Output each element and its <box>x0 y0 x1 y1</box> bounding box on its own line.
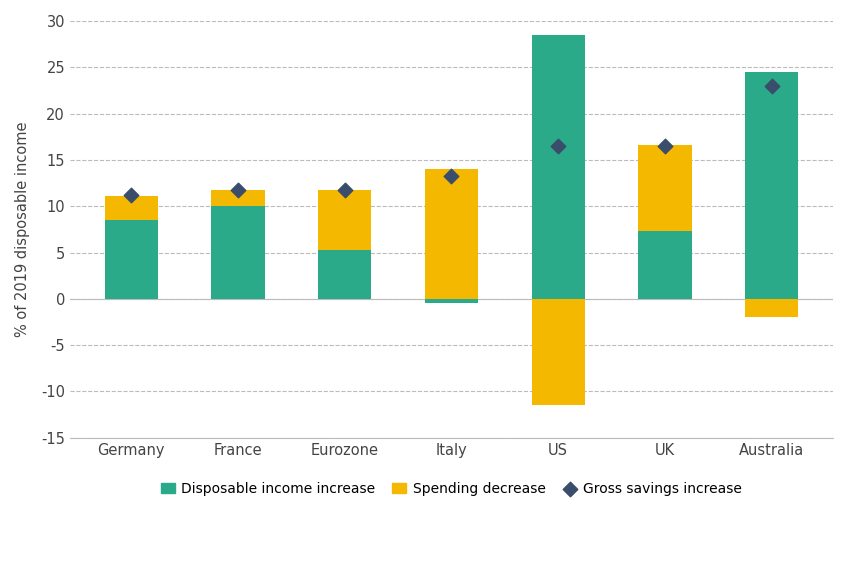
Bar <box>532 299 585 405</box>
Legend: Disposable income increase, Spending decrease, Gross savings increase: Disposable income increase, Spending dec… <box>155 477 748 502</box>
Bar <box>318 250 371 299</box>
Point <box>765 81 778 90</box>
Bar <box>104 220 158 299</box>
Bar <box>211 190 265 206</box>
Bar <box>425 299 478 303</box>
Point <box>338 185 352 194</box>
Point <box>444 171 458 180</box>
Bar <box>745 72 798 299</box>
Bar <box>745 299 798 318</box>
Bar <box>639 231 692 299</box>
Point <box>232 185 245 194</box>
Bar <box>104 196 158 220</box>
Bar <box>532 35 585 299</box>
Bar <box>318 190 371 250</box>
Bar <box>639 145 692 231</box>
Y-axis label: % of 2019 disposable income: % of 2019 disposable income <box>15 121 30 337</box>
Bar <box>211 206 265 299</box>
Bar <box>425 169 478 299</box>
Point <box>551 141 565 150</box>
Point <box>658 141 672 150</box>
Point <box>125 190 138 199</box>
